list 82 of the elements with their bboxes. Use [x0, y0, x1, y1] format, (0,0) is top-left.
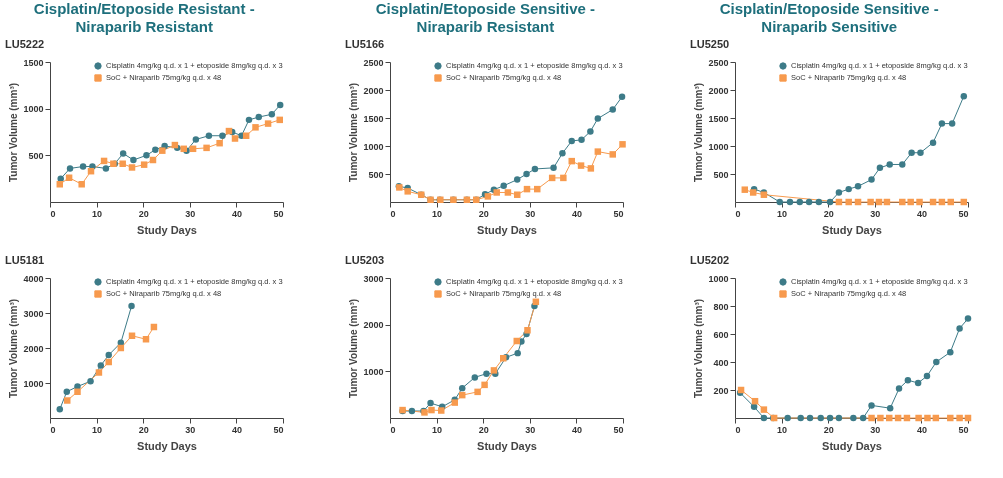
x-tick-label: 20 — [823, 208, 834, 219]
y-tick-label: 3000 — [23, 308, 44, 319]
y-tick-label: 1000 — [363, 141, 384, 152]
x-tick-label: 20 — [823, 424, 834, 435]
y-tick-label: 2500 — [363, 57, 384, 68]
y-tick-label: 1500 — [23, 57, 44, 68]
x-tick-label: 40 — [231, 208, 242, 219]
x-axis-title: Study Days — [137, 439, 197, 452]
x-tick-label: 0 — [50, 424, 56, 435]
y-tick-label: 500 — [28, 150, 44, 161]
y-tick-label: 1500 — [708, 113, 729, 124]
y-tick-label: 2500 — [708, 57, 729, 68]
y-tick-label: 200 — [713, 385, 729, 396]
y-tick-label: 400 — [713, 357, 729, 368]
x-tick-label: 40 — [916, 208, 927, 219]
y-tick-label: 1000 — [23, 378, 44, 389]
x-axis-title: Study Days — [477, 439, 537, 452]
y-tick-label: 1000 — [708, 141, 729, 152]
x-tick-label: 50 — [958, 424, 969, 435]
y-axis-title: Tumor Volume (mm³) — [348, 298, 360, 399]
y-tick-label: 3000 — [363, 273, 384, 284]
chart-subtitle: LU5166 — [345, 38, 385, 50]
x-tick-label: 20 — [478, 208, 489, 219]
chart-title: Cisplatin/Etoposide Resistant - Niraparib Resistant — [33, 0, 255, 35]
x-tick-label: 40 — [916, 424, 927, 435]
y-axis-title: Tumor Volume (mm³) — [8, 298, 20, 399]
x-tick-label: 30 — [870, 208, 881, 219]
x-tick-label: 20 — [478, 424, 489, 435]
x-tick-label: 30 — [185, 424, 196, 435]
y-tick-label: 2000 — [23, 343, 44, 354]
y-tick-label: 600 — [713, 329, 729, 340]
y-tick-label: 2000 — [363, 320, 384, 331]
y-tick-label: 800 — [713, 301, 729, 312]
chart-subtitle: LU5203 — [345, 254, 385, 266]
y-tick-label: 2000 — [363, 85, 384, 96]
y-axis-title: Tumor Volume (mm³) — [693, 82, 705, 183]
x-axis-title: Study Days — [477, 223, 537, 236]
y-tick-label: 1000 — [708, 273, 729, 284]
x-tick-label: 10 — [92, 208, 103, 219]
chart-subtitle: LU5250 — [690, 38, 730, 50]
chart-subtitle: LU5202 — [690, 254, 730, 266]
x-tick-label: 40 — [231, 424, 242, 435]
x-tick-label: 50 — [273, 208, 284, 219]
x-axis-title: Study Days — [137, 223, 197, 236]
x-tick-label: 10 — [432, 424, 443, 435]
x-tick-label: 10 — [777, 424, 788, 435]
x-axis-title: Study Days — [822, 223, 882, 236]
x-tick-label: 10 — [777, 208, 788, 219]
x-tick-label: 50 — [613, 424, 624, 435]
x-tick-label: 30 — [870, 424, 881, 435]
x-tick-label: 0 — [390, 424, 396, 435]
y-tick-label: 500 — [713, 169, 729, 180]
x-tick-label: 20 — [138, 424, 149, 435]
x-tick-label: 10 — [92, 424, 103, 435]
chart-title: Cisplatin/Etoposide Sensitive - Niraparib Resistant — [375, 0, 595, 35]
x-tick-label: 50 — [958, 208, 969, 219]
chart-subtitle: LU5181 — [5, 254, 45, 266]
y-axis-title: Tumor Volume (mm³) — [348, 82, 360, 183]
x-tick-label: 20 — [138, 208, 149, 219]
chart-title: Cisplatin/Etoposide Sensitive - Niraparib Sensitive — [719, 0, 939, 35]
x-tick-label: 30 — [185, 208, 196, 219]
x-axis-title: Study Days — [822, 439, 882, 452]
y-axis-title: Tumor Volume (mm³) — [693, 298, 705, 399]
y-tick-label: 1000 — [23, 104, 44, 115]
y-tick-label: 4000 — [23, 273, 44, 284]
x-tick-label: 0 — [735, 424, 741, 435]
x-tick-label: 0 — [390, 208, 396, 219]
y-tick-label: 500 — [368, 169, 384, 180]
x-tick-label: 0 — [735, 208, 741, 219]
x-tick-label: 30 — [525, 208, 536, 219]
x-tick-label: 40 — [571, 208, 582, 219]
x-tick-label: 40 — [571, 424, 582, 435]
y-tick-label: 1500 — [363, 113, 384, 124]
y-tick-label: 1000 — [363, 366, 384, 377]
x-tick-label: 10 — [432, 208, 443, 219]
x-tick-label: 30 — [525, 424, 536, 435]
x-tick-label: 0 — [50, 208, 56, 219]
chart-subtitle: LU5222 — [5, 38, 45, 50]
y-tick-label: 2000 — [708, 85, 729, 96]
y-axis-title: Tumor Volume (mm³) — [8, 82, 20, 183]
x-tick-label: 50 — [273, 424, 284, 435]
x-tick-label: 50 — [613, 208, 624, 219]
